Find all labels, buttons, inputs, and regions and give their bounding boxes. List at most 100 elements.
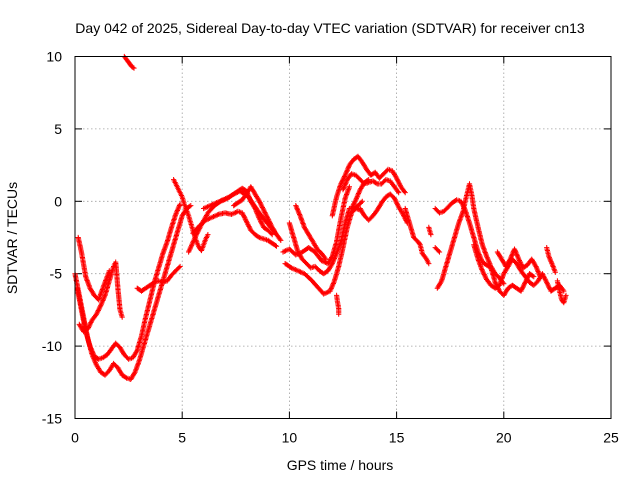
data-point xyxy=(531,274,537,280)
series-track-s xyxy=(357,191,410,226)
data-point xyxy=(104,347,114,358)
data-point xyxy=(96,355,104,362)
data-point xyxy=(346,157,356,168)
data-point xyxy=(295,268,306,276)
data-point xyxy=(173,264,182,274)
data-point xyxy=(321,289,332,297)
data-point xyxy=(522,274,532,284)
data-point xyxy=(138,286,148,294)
data-point xyxy=(168,213,178,230)
data-point xyxy=(248,184,257,196)
data-point xyxy=(428,232,434,238)
data-point xyxy=(451,221,461,241)
data-point xyxy=(531,279,540,288)
data-point xyxy=(471,234,481,254)
series-track-z xyxy=(494,246,543,280)
data-point xyxy=(353,172,362,182)
data-point xyxy=(561,294,569,306)
data-point xyxy=(529,256,538,268)
data-point xyxy=(162,257,172,277)
data-point xyxy=(243,219,253,232)
data-point xyxy=(254,207,268,223)
data-point xyxy=(231,200,240,209)
data-point xyxy=(359,198,365,204)
data-point xyxy=(235,198,244,206)
data-point xyxy=(419,250,429,261)
series-track-w xyxy=(434,181,507,291)
series-track-j xyxy=(231,184,284,243)
data-point xyxy=(136,344,146,364)
data-point xyxy=(432,205,441,215)
data-point xyxy=(357,205,367,218)
data-point xyxy=(81,326,90,335)
data-point xyxy=(387,191,396,200)
data-point xyxy=(205,204,216,216)
data-point xyxy=(130,349,140,361)
data-point xyxy=(334,217,344,245)
data-point xyxy=(357,181,367,193)
data-point xyxy=(550,263,558,274)
data-point xyxy=(147,280,156,288)
data-point xyxy=(334,292,340,304)
data-point xyxy=(306,232,315,244)
data-point xyxy=(102,369,111,378)
data-point xyxy=(494,249,504,261)
data-point xyxy=(439,265,449,284)
data-point xyxy=(552,269,558,275)
data-point xyxy=(471,205,481,229)
data-point xyxy=(143,283,152,291)
series-track-b xyxy=(74,201,183,362)
data-point xyxy=(411,234,420,244)
y-tick-label: -15 xyxy=(42,411,62,427)
data-point xyxy=(149,301,159,320)
y-tick-label: 0 xyxy=(54,193,62,209)
series-track-l xyxy=(282,205,363,297)
data-point xyxy=(306,245,317,254)
data-point xyxy=(106,265,116,284)
data-point xyxy=(127,61,134,69)
data-point xyxy=(239,210,249,223)
y-tick-label: 5 xyxy=(54,121,62,137)
data-point xyxy=(186,236,198,255)
data-point xyxy=(198,211,210,228)
data-point xyxy=(310,239,320,251)
data-point xyxy=(299,256,309,266)
series-track-o xyxy=(334,292,342,317)
chart-title: Day 042 of 2025, Sidereal Day-to-day VTE… xyxy=(75,20,585,36)
data-point xyxy=(391,184,401,195)
data-point xyxy=(385,166,394,173)
data-point xyxy=(188,203,194,209)
data-point xyxy=(349,207,358,216)
x-tick-label: 5 xyxy=(178,430,186,446)
data-point xyxy=(374,181,383,187)
data-point xyxy=(484,262,493,270)
data-point xyxy=(338,197,348,222)
data-point xyxy=(479,259,489,267)
data-point xyxy=(252,232,261,240)
data-point xyxy=(291,234,301,254)
data-point xyxy=(177,190,185,199)
data-point xyxy=(248,227,257,237)
series-track-t xyxy=(402,205,432,267)
data-point xyxy=(265,227,274,237)
series-track-e xyxy=(134,263,183,294)
data-point xyxy=(224,192,236,201)
data-point xyxy=(282,261,294,270)
data-point xyxy=(548,286,557,294)
data-point xyxy=(355,153,364,164)
y-tick-label: 10 xyxy=(46,49,62,65)
series-track-r xyxy=(349,177,372,212)
data-point xyxy=(192,223,204,241)
data-point xyxy=(239,185,248,193)
data-point xyxy=(501,265,510,277)
x-tick-label: 25 xyxy=(603,430,619,446)
series-track-p xyxy=(329,153,408,219)
data-point xyxy=(544,279,553,293)
data-point xyxy=(539,271,549,284)
data-point xyxy=(124,58,132,66)
data-point xyxy=(113,259,121,290)
data-point xyxy=(111,360,120,370)
data-point xyxy=(312,263,321,273)
data-point xyxy=(312,249,324,263)
data-point xyxy=(134,334,144,353)
